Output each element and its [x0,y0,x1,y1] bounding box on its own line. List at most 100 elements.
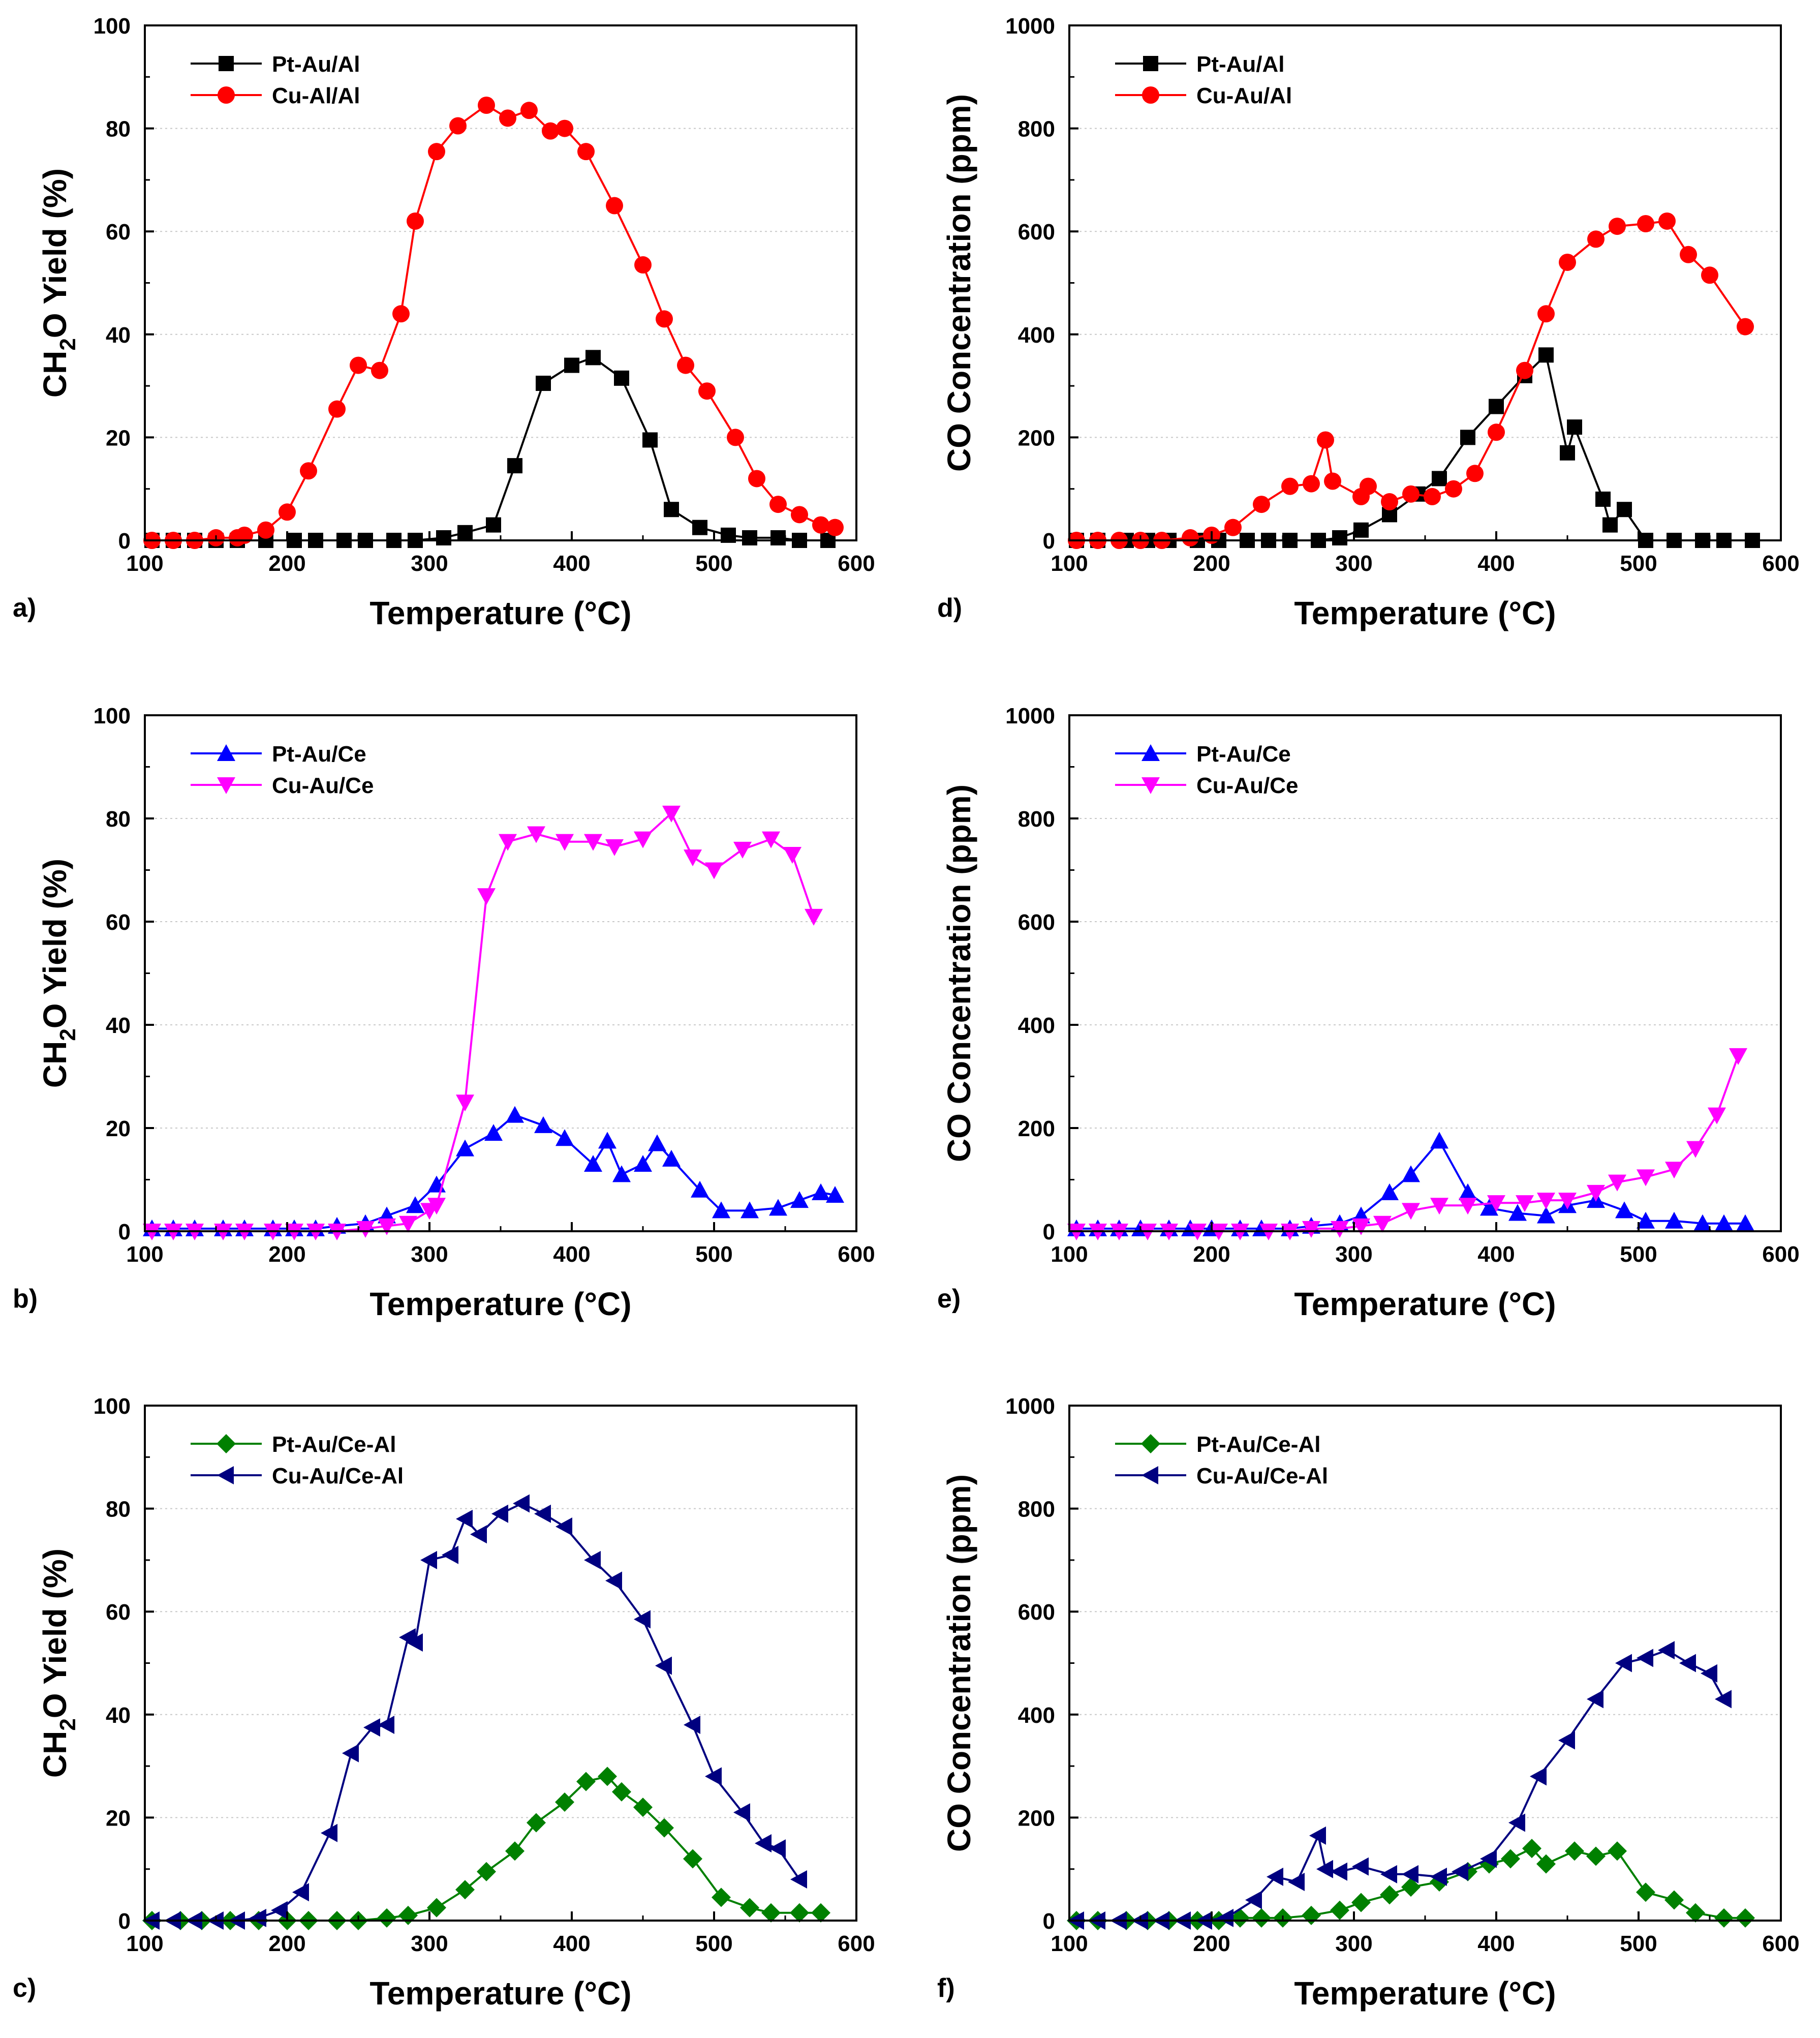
data-point-diamond [455,1880,475,1900]
data-point-triangle-down [556,834,574,851]
data-point-triangle-down [1142,777,1160,794]
x-tick-label: 500 [695,1931,732,1956]
data-point-square [1595,491,1611,507]
data-point-diamond [1522,1839,1541,1859]
data-point-triangle-left [217,1466,234,1484]
legend-entry: Cu-Au/Al [1115,83,1292,108]
y-axis-title: CH2O Yield (%) [37,1548,80,1778]
data-point-triangle-left [491,1504,508,1523]
y-axis-title-part: O Yield (%) [37,859,73,1028]
data-point-circle [1609,218,1626,235]
data-point-diamond [527,1813,546,1833]
data-point-triangle-down [605,839,624,856]
data-point-circle [1445,480,1462,498]
data-point-triangle-up [1402,1165,1420,1182]
data-point-circle [812,516,829,534]
series-cu-al-al [143,97,844,549]
y-tick-label: 20 [106,1116,131,1141]
data-point-triangle-left [1658,1641,1675,1660]
x-tick-label: 200 [268,1242,305,1267]
data-point-triangle-left [1267,1867,1283,1886]
x-tick-label: 400 [553,551,590,576]
data-point-triangle-down [456,1094,474,1112]
legend-entry: Cu-Au/Ce [1115,773,1298,798]
y-tick-label: 800 [1018,807,1055,832]
data-point-circle [1466,465,1484,482]
y-axis-title: CH2O Yield (%) [37,859,80,1088]
x-tick-label: 100 [1051,551,1088,576]
data-point-circle [748,470,765,488]
data-point-triangle-left [250,1908,266,1927]
y-tick-label: 80 [106,807,131,832]
data-point-triangle-down [662,805,681,823]
data-point-triangle-left [769,1839,786,1858]
data-point-circle [727,429,744,446]
data-point-triangle-down [378,1218,396,1235]
y-tick-label: 40 [106,323,131,348]
data-point-triangle-up [1430,1132,1448,1149]
data-point-diamond [217,1434,236,1453]
data-point-diamond [1380,1885,1399,1905]
y-tick-label: 60 [106,220,131,245]
data-point-triangle-left [456,1509,473,1528]
data-point-triangle-up [662,1149,681,1167]
legend-entry: Pt-Au/Ce-Al [1115,1432,1320,1457]
x-tick-label: 600 [1762,551,1799,576]
data-point-triangle-up [1537,1206,1555,1224]
data-point-triangle-down [1302,1221,1320,1238]
data-point-triangle-down [684,849,702,867]
data-point-diamond [505,1841,525,1861]
data-point-triangle-left [1587,1690,1603,1709]
data-point-square [536,376,551,391]
data-point-triangle-left [378,1716,394,1735]
data-point-square [486,517,501,533]
data-point-square [1353,522,1369,538]
data-point-circle [826,519,844,536]
legend-label: Pt-Au/Al [272,52,360,77]
data-point-triangle-up [741,1201,759,1219]
data-point-triangle-left [1508,1813,1525,1832]
data-point-square [664,502,679,518]
data-point-circle [279,503,296,521]
data-point-diamond [1565,1841,1584,1861]
data-point-diamond [1686,1903,1705,1923]
y-tick-label: 0 [118,1909,131,1934]
data-point-triangle-left [513,1494,530,1513]
data-point-diamond [576,1772,596,1791]
x-axis-title: Temperature (°C) [1294,1286,1556,1322]
data-point-triangle-up [506,1106,524,1123]
data-point-triangle-down [217,777,235,794]
data-point-diamond [1252,1908,1271,1928]
data-point-triangle-up [712,1201,730,1219]
data-point-triangle-down [1331,1221,1349,1238]
data-point-diamond [598,1767,617,1786]
data-point-circle [1303,475,1320,493]
chart-panel-b: 100 200 300 400 500 600 0 20 40 60 80 100 Temperatur… [13,704,875,1322]
x-axis-title: Temperature (°C) [369,595,631,631]
series-cu-au-ce-al [1067,1641,1732,1930]
data-point-diamond [1736,1908,1755,1928]
series-cu-au-ce-al [143,1494,807,1930]
x-tick-label: 200 [1193,1242,1230,1267]
data-point-triangle-down [1665,1162,1683,1179]
data-point-circle [1281,477,1299,495]
data-point-triangle-left [1530,1767,1547,1786]
panel-label: b) [13,1284,38,1314]
x-tick-label: 300 [1335,1931,1372,1956]
data-point-diamond [655,1818,674,1838]
data-point-triangle-down [1487,1195,1505,1212]
legend-label: Pt-Au/Ce-Al [272,1432,396,1457]
data-point-triangle-down [705,862,723,879]
data-point-triangle-up [691,1180,709,1198]
x-tick-label: 300 [1335,551,1372,576]
data-point-triangle-up [1480,1199,1498,1216]
legend-entry: Pt-Au/Al [191,52,360,77]
data-point-triangle-left [634,1610,651,1629]
data-point-triangle-left [1309,1826,1326,1845]
data-point-circle [499,109,516,127]
data-point-triangle-up [812,1183,830,1200]
data-point-square [1567,419,1582,435]
data-point-triangle-left [705,1767,722,1786]
data-point-triangle-up [790,1191,809,1208]
data-point-triangle-left [655,1656,672,1675]
